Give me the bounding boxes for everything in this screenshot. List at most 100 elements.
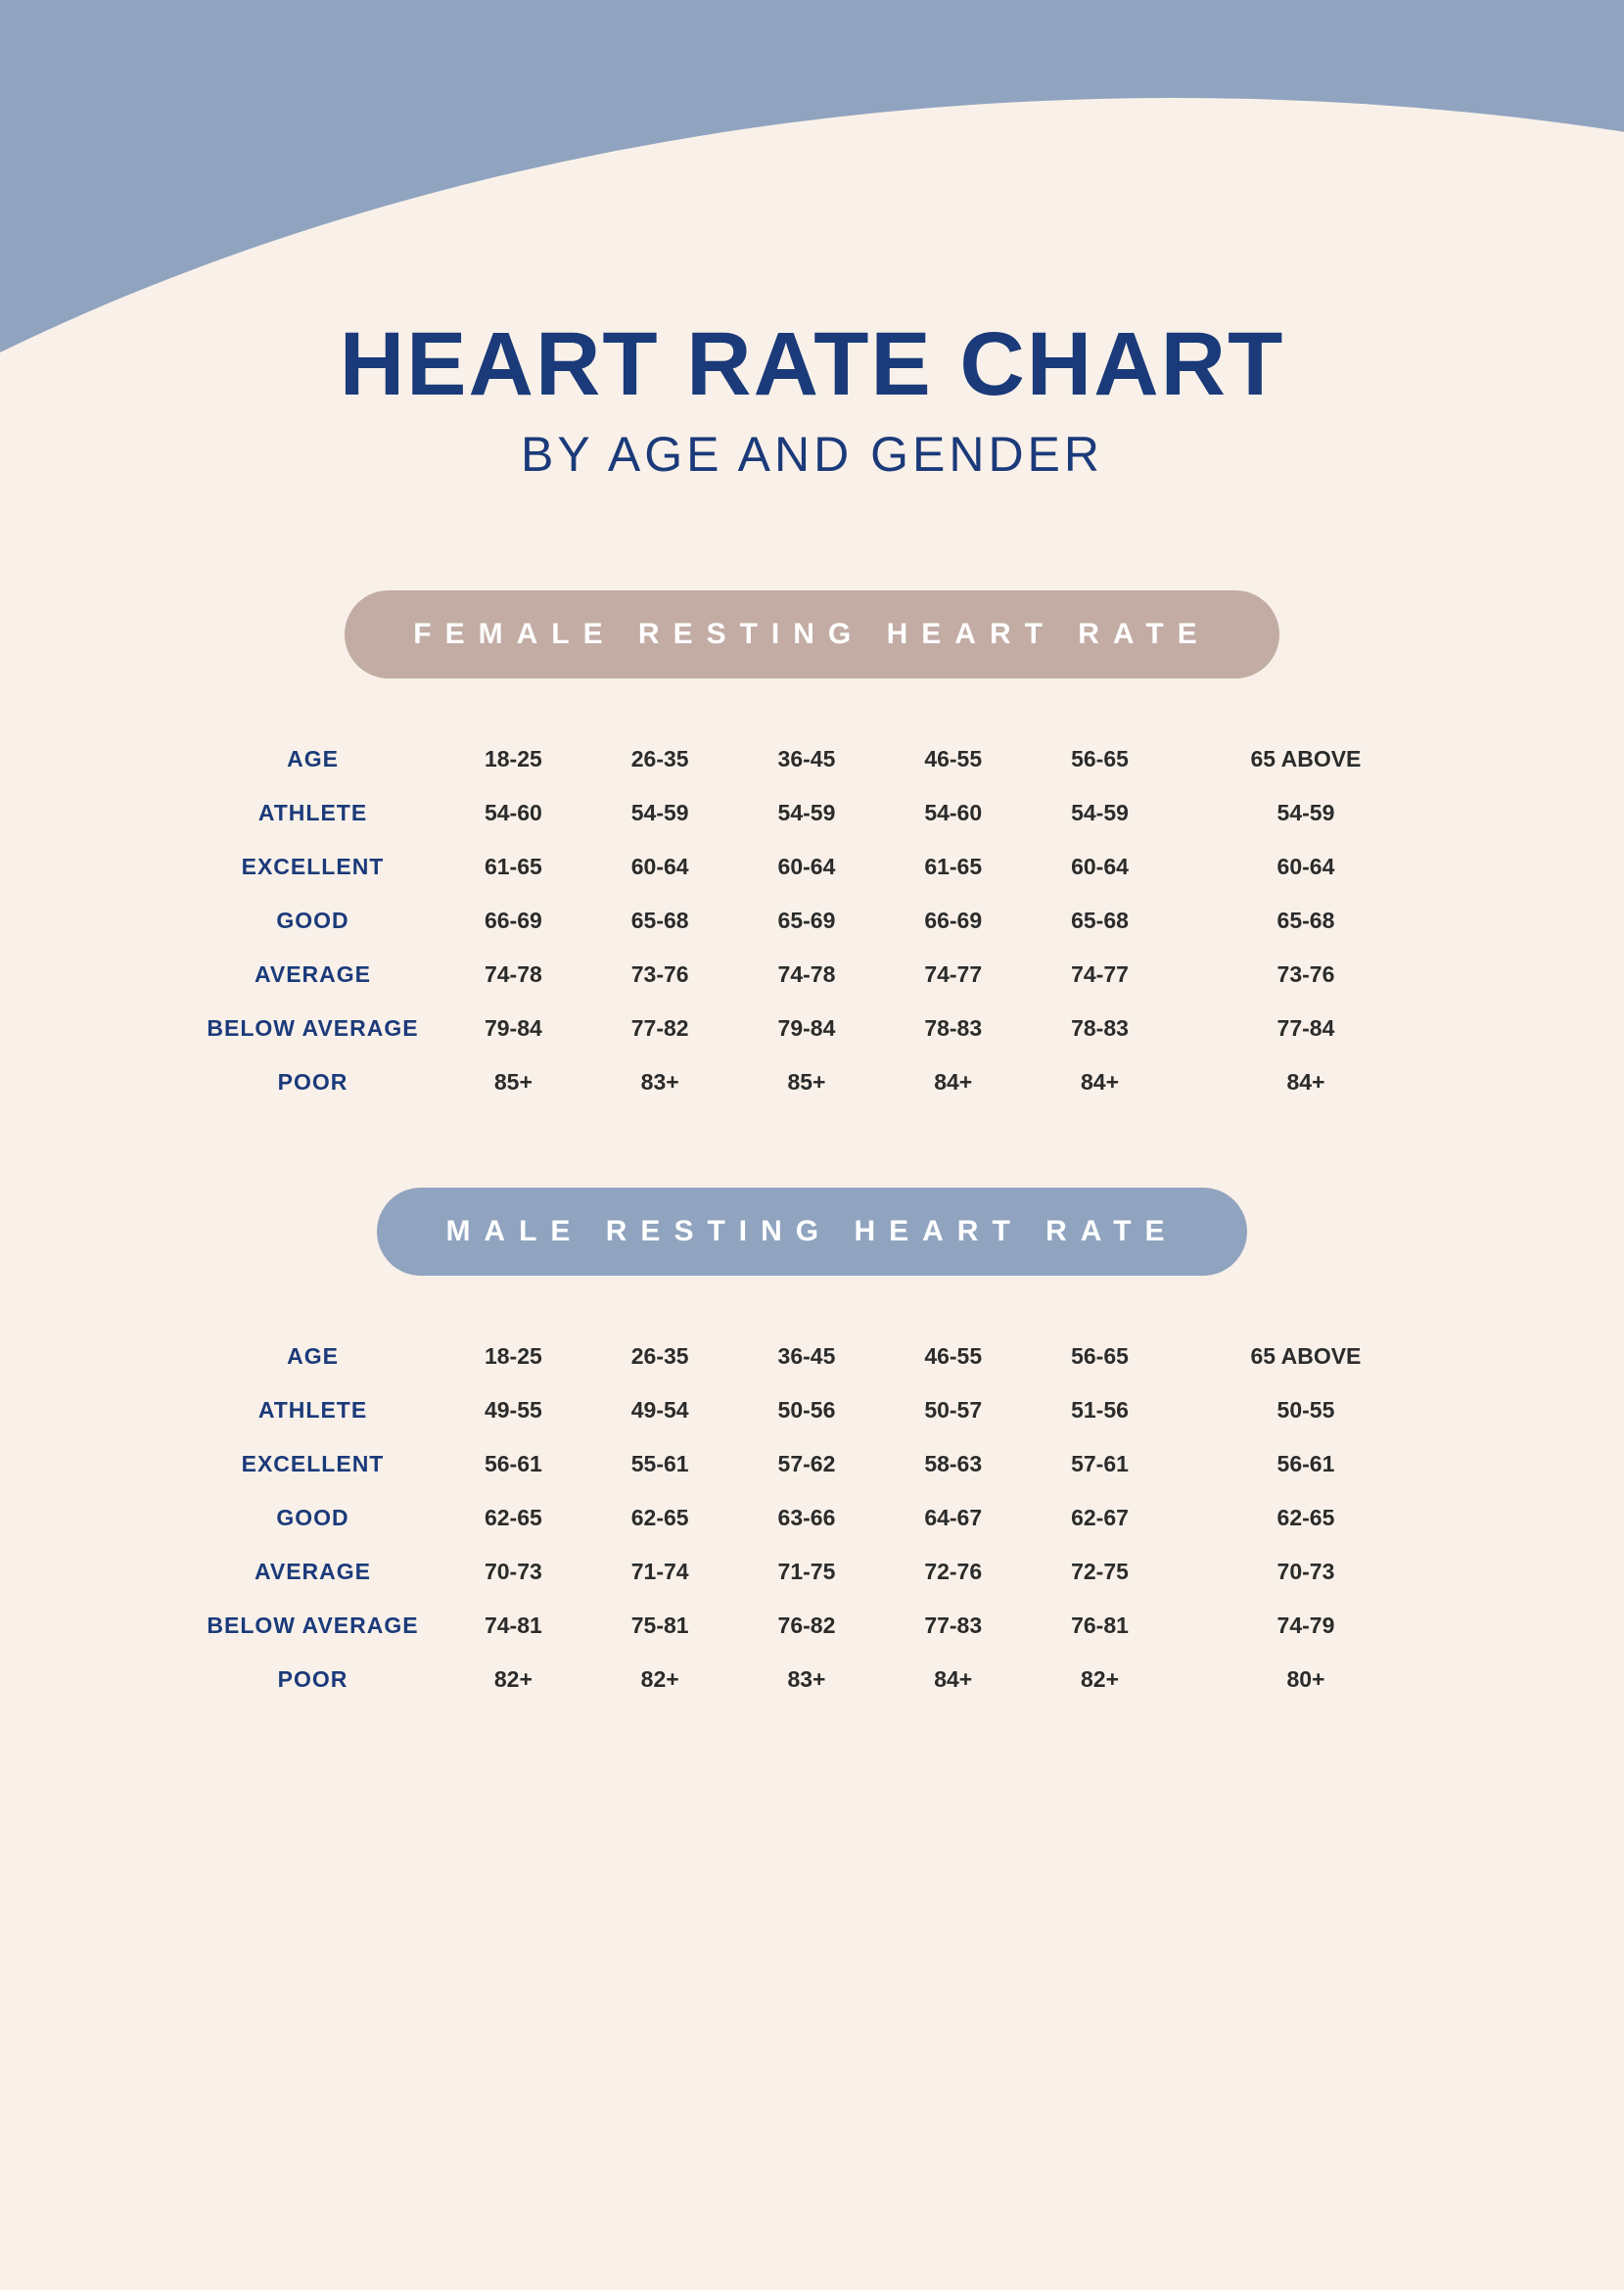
table-cell: 65-69 bbox=[733, 894, 880, 948]
table-cell: 62-65 bbox=[441, 1491, 587, 1545]
page: HEART RATE CHART BY AGE AND GENDER FEMAL… bbox=[0, 0, 1624, 2290]
table-cell: 62-65 bbox=[586, 1491, 733, 1545]
column-header: 18-25 bbox=[441, 1330, 587, 1383]
table-cell: 70-73 bbox=[441, 1545, 587, 1599]
table-cell: 83+ bbox=[586, 1055, 733, 1109]
column-header: 65 ABOVE bbox=[1173, 732, 1438, 786]
table-header-row: AGE18-2526-3536-4546-5556-6565 ABOVE bbox=[186, 1330, 1439, 1383]
table-cell: 60-64 bbox=[733, 840, 880, 894]
content: HEART RATE CHART BY AGE AND GENDER FEMAL… bbox=[0, 0, 1624, 1706]
table-cell: 60-64 bbox=[1027, 840, 1174, 894]
column-header: 46-55 bbox=[880, 732, 1027, 786]
column-header: 36-45 bbox=[733, 1330, 880, 1383]
table-cell: 55-61 bbox=[586, 1437, 733, 1491]
table-cell: 84+ bbox=[1173, 1055, 1438, 1109]
table-row: EXCELLENT56-6155-6157-6258-6357-6156-61 bbox=[186, 1437, 1439, 1491]
table-cell: 84+ bbox=[880, 1653, 1027, 1706]
table-cell: 65-68 bbox=[586, 894, 733, 948]
table-cell: 84+ bbox=[1027, 1055, 1174, 1109]
table-cell: 66-69 bbox=[441, 894, 587, 948]
table-cell: 77-84 bbox=[1173, 1002, 1438, 1055]
table-cell: 54-59 bbox=[586, 786, 733, 840]
table-cell: 74-81 bbox=[441, 1599, 587, 1653]
table-cell: 65-68 bbox=[1027, 894, 1174, 948]
row-label: ATHLETE bbox=[186, 1383, 441, 1437]
table-cell: 54-60 bbox=[880, 786, 1027, 840]
table-cell: 61-65 bbox=[441, 840, 587, 894]
column-header: 56-65 bbox=[1027, 732, 1174, 786]
table-cell: 83+ bbox=[733, 1653, 880, 1706]
table-cell: 74-77 bbox=[1027, 948, 1174, 1002]
table-cell: 54-59 bbox=[1027, 786, 1174, 840]
table-row: ATHLETE54-6054-5954-5954-6054-5954-59 bbox=[186, 786, 1439, 840]
table-cell: 49-54 bbox=[586, 1383, 733, 1437]
table-header-row: AGE18-2526-3536-4546-5556-6565 ABOVE bbox=[186, 732, 1439, 786]
column-header: 26-35 bbox=[586, 732, 733, 786]
table-cell: 66-69 bbox=[880, 894, 1027, 948]
page-subtitle: BY AGE AND GENDER bbox=[0, 426, 1624, 483]
table-cell: 60-64 bbox=[586, 840, 733, 894]
column-header: 56-65 bbox=[1027, 1330, 1174, 1383]
column-header-age: AGE bbox=[186, 732, 441, 786]
male-section-pill: MALE RESTING HEART RATE bbox=[377, 1188, 1246, 1276]
table-cell: 54-59 bbox=[733, 786, 880, 840]
table-cell: 77-83 bbox=[880, 1599, 1027, 1653]
row-label: BELOW AVERAGE bbox=[186, 1002, 441, 1055]
table-cell: 50-55 bbox=[1173, 1383, 1438, 1437]
row-label: BELOW AVERAGE bbox=[186, 1599, 441, 1653]
table-row: AVERAGE74-7873-7674-7874-7774-7773-76 bbox=[186, 948, 1439, 1002]
row-label: GOOD bbox=[186, 894, 441, 948]
table-cell: 72-76 bbox=[880, 1545, 1027, 1599]
column-header: 65 ABOVE bbox=[1173, 1330, 1438, 1383]
female-table: AGE18-2526-3536-4546-5556-6565 ABOVEATHL… bbox=[186, 732, 1439, 1109]
section-pill-label: MALE RESTING HEART RATE bbox=[445, 1215, 1178, 1247]
table-cell: 82+ bbox=[1027, 1653, 1174, 1706]
table-cell: 75-81 bbox=[586, 1599, 733, 1653]
female-section-pill: FEMALE RESTING HEART RATE bbox=[345, 590, 1278, 678]
column-header: 36-45 bbox=[733, 732, 880, 786]
table-cell: 78-83 bbox=[1027, 1002, 1174, 1055]
table-cell: 73-76 bbox=[586, 948, 733, 1002]
table-cell: 62-65 bbox=[1173, 1491, 1438, 1545]
table-cell: 49-55 bbox=[441, 1383, 587, 1437]
table-cell: 56-61 bbox=[441, 1437, 587, 1491]
table-cell: 72-75 bbox=[1027, 1545, 1174, 1599]
table-row: EXCELLENT61-6560-6460-6461-6560-6460-64 bbox=[186, 840, 1439, 894]
table-cell: 73-76 bbox=[1173, 948, 1438, 1002]
row-label: AVERAGE bbox=[186, 1545, 441, 1599]
table-cell: 58-63 bbox=[880, 1437, 1027, 1491]
table-cell: 61-65 bbox=[880, 840, 1027, 894]
row-label: ATHLETE bbox=[186, 786, 441, 840]
table-cell: 85+ bbox=[733, 1055, 880, 1109]
table-cell: 71-75 bbox=[733, 1545, 880, 1599]
row-label: GOOD bbox=[186, 1491, 441, 1545]
male-table: AGE18-2526-3536-4546-5556-6565 ABOVEATHL… bbox=[186, 1330, 1439, 1706]
table-cell: 79-84 bbox=[733, 1002, 880, 1055]
row-label: EXCELLENT bbox=[186, 840, 441, 894]
column-header-age: AGE bbox=[186, 1330, 441, 1383]
column-header: 18-25 bbox=[441, 732, 587, 786]
row-label: POOR bbox=[186, 1653, 441, 1706]
table-cell: 76-81 bbox=[1027, 1599, 1174, 1653]
table-cell: 57-62 bbox=[733, 1437, 880, 1491]
table-cell: 74-77 bbox=[880, 948, 1027, 1002]
table-row: POOR85+83+85+84+84+84+ bbox=[186, 1055, 1439, 1109]
table-cell: 71-74 bbox=[586, 1545, 733, 1599]
sections-container: FEMALE RESTING HEART RATEAGE18-2526-3536… bbox=[0, 483, 1624, 1706]
table-row: GOOD62-6562-6563-6664-6762-6762-65 bbox=[186, 1491, 1439, 1545]
table-cell: 74-78 bbox=[733, 948, 880, 1002]
table-cell: 50-57 bbox=[880, 1383, 1027, 1437]
table-cell: 76-82 bbox=[733, 1599, 880, 1653]
table-cell: 79-84 bbox=[441, 1002, 587, 1055]
page-title: HEART RATE CHART bbox=[0, 313, 1624, 416]
table-row: ATHLETE49-5549-5450-5650-5751-5650-55 bbox=[186, 1383, 1439, 1437]
table-row: GOOD66-6965-6865-6966-6965-6865-68 bbox=[186, 894, 1439, 948]
column-header: 26-35 bbox=[586, 1330, 733, 1383]
table-cell: 85+ bbox=[441, 1055, 587, 1109]
table-cell: 63-66 bbox=[733, 1491, 880, 1545]
column-header: 46-55 bbox=[880, 1330, 1027, 1383]
table-cell: 74-78 bbox=[441, 948, 587, 1002]
table-cell: 64-67 bbox=[880, 1491, 1027, 1545]
table-row: POOR82+82+83+84+82+80+ bbox=[186, 1653, 1439, 1706]
section-pill-label: FEMALE RESTING HEART RATE bbox=[413, 618, 1210, 650]
